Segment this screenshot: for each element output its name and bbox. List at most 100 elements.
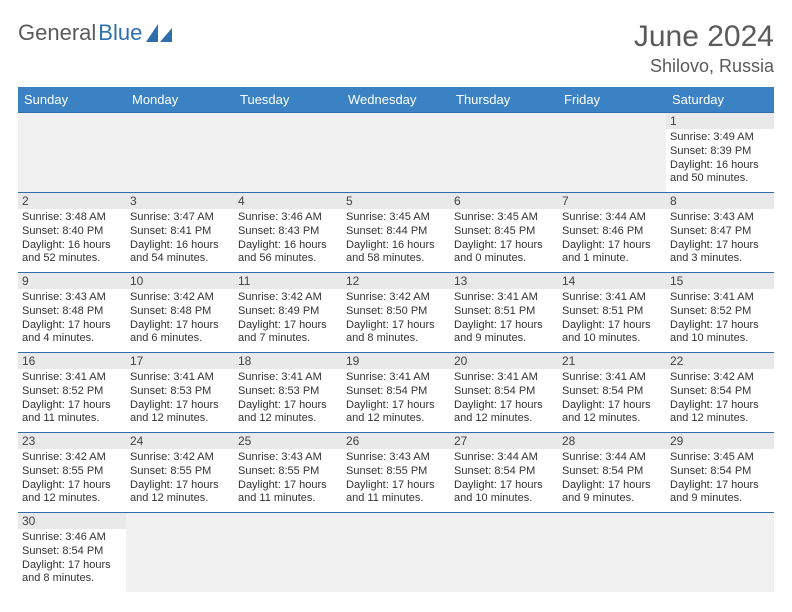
day-number: 26 (342, 433, 450, 449)
sunrise-line: Sunrise: 3:41 AM (670, 291, 770, 305)
day-details: Sunrise: 3:43 AMSunset: 8:55 PMDaylight:… (342, 449, 450, 512)
location-label: Shilovo, Russia (634, 56, 774, 77)
daylight-line: Daylight: 17 hours and 1 minute. (562, 239, 662, 267)
day-details: Sunrise: 3:42 AMSunset: 8:54 PMDaylight:… (666, 369, 774, 432)
calendar-cell: 1Sunrise: 3:49 AMSunset: 8:39 PMDaylight… (666, 113, 774, 193)
calendar-cell: 26Sunrise: 3:43 AMSunset: 8:55 PMDayligh… (342, 433, 450, 513)
daylight-line: Daylight: 17 hours and 12 minutes. (22, 479, 122, 507)
sunrise-line: Sunrise: 3:41 AM (238, 371, 338, 385)
sunrise-line: Sunrise: 3:42 AM (238, 291, 338, 305)
day-details: Sunrise: 3:41 AMSunset: 8:54 PMDaylight:… (450, 369, 558, 432)
day-number: 23 (18, 433, 126, 449)
sunrise-line: Sunrise: 3:43 AM (346, 451, 446, 465)
sunrise-line: Sunrise: 3:43 AM (238, 451, 338, 465)
calendar-cell: 6Sunrise: 3:45 AMSunset: 8:45 PMDaylight… (450, 193, 558, 273)
weekday-fri: Friday (558, 87, 666, 113)
daylight-line: Daylight: 17 hours and 8 minutes. (346, 319, 446, 347)
sunset-line: Sunset: 8:55 PM (238, 465, 338, 479)
day-details: Sunrise: 3:44 AMSunset: 8:54 PMDaylight:… (558, 449, 666, 512)
calendar-cell: 19Sunrise: 3:41 AMSunset: 8:54 PMDayligh… (342, 353, 450, 433)
calendar-cell (558, 113, 666, 193)
daylight-line: Daylight: 17 hours and 7 minutes. (238, 319, 338, 347)
sunset-line: Sunset: 8:54 PM (22, 545, 122, 559)
calendar-cell (342, 113, 450, 193)
sunset-line: Sunset: 8:54 PM (562, 465, 662, 479)
daylight-line: Daylight: 17 hours and 11 minutes. (346, 479, 446, 507)
day-details: Sunrise: 3:42 AMSunset: 8:55 PMDaylight:… (126, 449, 234, 512)
sunset-line: Sunset: 8:44 PM (346, 225, 446, 239)
calendar-cell: 15Sunrise: 3:41 AMSunset: 8:52 PMDayligh… (666, 273, 774, 353)
day-number: 4 (234, 193, 342, 209)
daylight-line: Daylight: 17 hours and 11 minutes. (22, 399, 122, 427)
calendar-cell (450, 513, 558, 593)
sunset-line: Sunset: 8:53 PM (238, 385, 338, 399)
calendar-week-row: 1Sunrise: 3:49 AMSunset: 8:39 PMDaylight… (18, 113, 774, 193)
sunrise-line: Sunrise: 3:45 AM (670, 451, 770, 465)
calendar-cell: 7Sunrise: 3:44 AMSunset: 8:46 PMDaylight… (558, 193, 666, 273)
sunset-line: Sunset: 8:46 PM (562, 225, 662, 239)
day-details: Sunrise: 3:41 AMSunset: 8:52 PMDaylight:… (18, 369, 126, 432)
daylight-line: Daylight: 17 hours and 10 minutes. (454, 479, 554, 507)
calendar-cell: 2Sunrise: 3:48 AMSunset: 8:40 PMDaylight… (18, 193, 126, 273)
brand-logo: General Blue (18, 20, 172, 46)
sunset-line: Sunset: 8:55 PM (130, 465, 230, 479)
daylight-line: Daylight: 17 hours and 9 minutes. (454, 319, 554, 347)
calendar-cell: 30Sunrise: 3:46 AMSunset: 8:54 PMDayligh… (18, 513, 126, 593)
daylight-line: Daylight: 16 hours and 50 minutes. (670, 159, 770, 187)
weekday-mon: Monday (126, 87, 234, 113)
sunrise-line: Sunrise: 3:41 AM (454, 291, 554, 305)
calendar-week-row: 16Sunrise: 3:41 AMSunset: 8:52 PMDayligh… (18, 353, 774, 433)
weekday-wed: Wednesday (342, 87, 450, 113)
day-number: 14 (558, 273, 666, 289)
day-details: Sunrise: 3:44 AMSunset: 8:54 PMDaylight:… (450, 449, 558, 512)
daylight-line: Daylight: 16 hours and 52 minutes. (22, 239, 122, 267)
calendar-cell (342, 513, 450, 593)
day-number: 16 (18, 353, 126, 369)
day-number: 28 (558, 433, 666, 449)
day-number: 25 (234, 433, 342, 449)
calendar-cell (18, 113, 126, 193)
day-details: Sunrise: 3:43 AMSunset: 8:47 PMDaylight:… (666, 209, 774, 272)
calendar-cell: 3Sunrise: 3:47 AMSunset: 8:41 PMDaylight… (126, 193, 234, 273)
weekday-sun: Sunday (18, 87, 126, 113)
day-details: Sunrise: 3:41 AMSunset: 8:53 PMDaylight:… (234, 369, 342, 432)
calendar-cell: 10Sunrise: 3:42 AMSunset: 8:48 PMDayligh… (126, 273, 234, 353)
calendar-cell: 12Sunrise: 3:42 AMSunset: 8:50 PMDayligh… (342, 273, 450, 353)
sunrise-line: Sunrise: 3:45 AM (346, 211, 446, 225)
daylight-line: Daylight: 17 hours and 0 minutes. (454, 239, 554, 267)
sunrise-line: Sunrise: 3:44 AM (454, 451, 554, 465)
calendar-week-row: 9Sunrise: 3:43 AMSunset: 8:48 PMDaylight… (18, 273, 774, 353)
sunrise-line: Sunrise: 3:44 AM (562, 451, 662, 465)
day-number: 21 (558, 353, 666, 369)
sunrise-line: Sunrise: 3:46 AM (22, 531, 122, 545)
day-details: Sunrise: 3:46 AMSunset: 8:54 PMDaylight:… (18, 529, 126, 592)
day-number: 29 (666, 433, 774, 449)
calendar-week-row: 23Sunrise: 3:42 AMSunset: 8:55 PMDayligh… (18, 433, 774, 513)
calendar-cell: 23Sunrise: 3:42 AMSunset: 8:55 PMDayligh… (18, 433, 126, 513)
weekday-thu: Thursday (450, 87, 558, 113)
day-number: 22 (666, 353, 774, 369)
day-number: 18 (234, 353, 342, 369)
day-number: 30 (18, 513, 126, 529)
calendar-week-row: 30Sunrise: 3:46 AMSunset: 8:54 PMDayligh… (18, 513, 774, 593)
sunset-line: Sunset: 8:48 PM (22, 305, 122, 319)
calendar-cell: 25Sunrise: 3:43 AMSunset: 8:55 PMDayligh… (234, 433, 342, 513)
day-details: Sunrise: 3:42 AMSunset: 8:49 PMDaylight:… (234, 289, 342, 352)
day-number: 9 (18, 273, 126, 289)
calendar-cell: 18Sunrise: 3:41 AMSunset: 8:53 PMDayligh… (234, 353, 342, 433)
sunrise-line: Sunrise: 3:41 AM (562, 291, 662, 305)
daylight-line: Daylight: 16 hours and 58 minutes. (346, 239, 446, 267)
sunset-line: Sunset: 8:41 PM (130, 225, 230, 239)
day-details: Sunrise: 3:42 AMSunset: 8:55 PMDaylight:… (18, 449, 126, 512)
sunset-line: Sunset: 8:48 PM (130, 305, 230, 319)
sunset-line: Sunset: 8:54 PM (454, 465, 554, 479)
sunset-line: Sunset: 8:40 PM (22, 225, 122, 239)
sunrise-line: Sunrise: 3:43 AM (22, 291, 122, 305)
calendar-cell: 16Sunrise: 3:41 AMSunset: 8:52 PMDayligh… (18, 353, 126, 433)
daylight-line: Daylight: 17 hours and 12 minutes. (238, 399, 338, 427)
day-details: Sunrise: 3:47 AMSunset: 8:41 PMDaylight:… (126, 209, 234, 272)
weekday-tue: Tuesday (234, 87, 342, 113)
calendar-cell (666, 513, 774, 593)
day-number: 10 (126, 273, 234, 289)
daylight-line: Daylight: 17 hours and 4 minutes. (22, 319, 122, 347)
